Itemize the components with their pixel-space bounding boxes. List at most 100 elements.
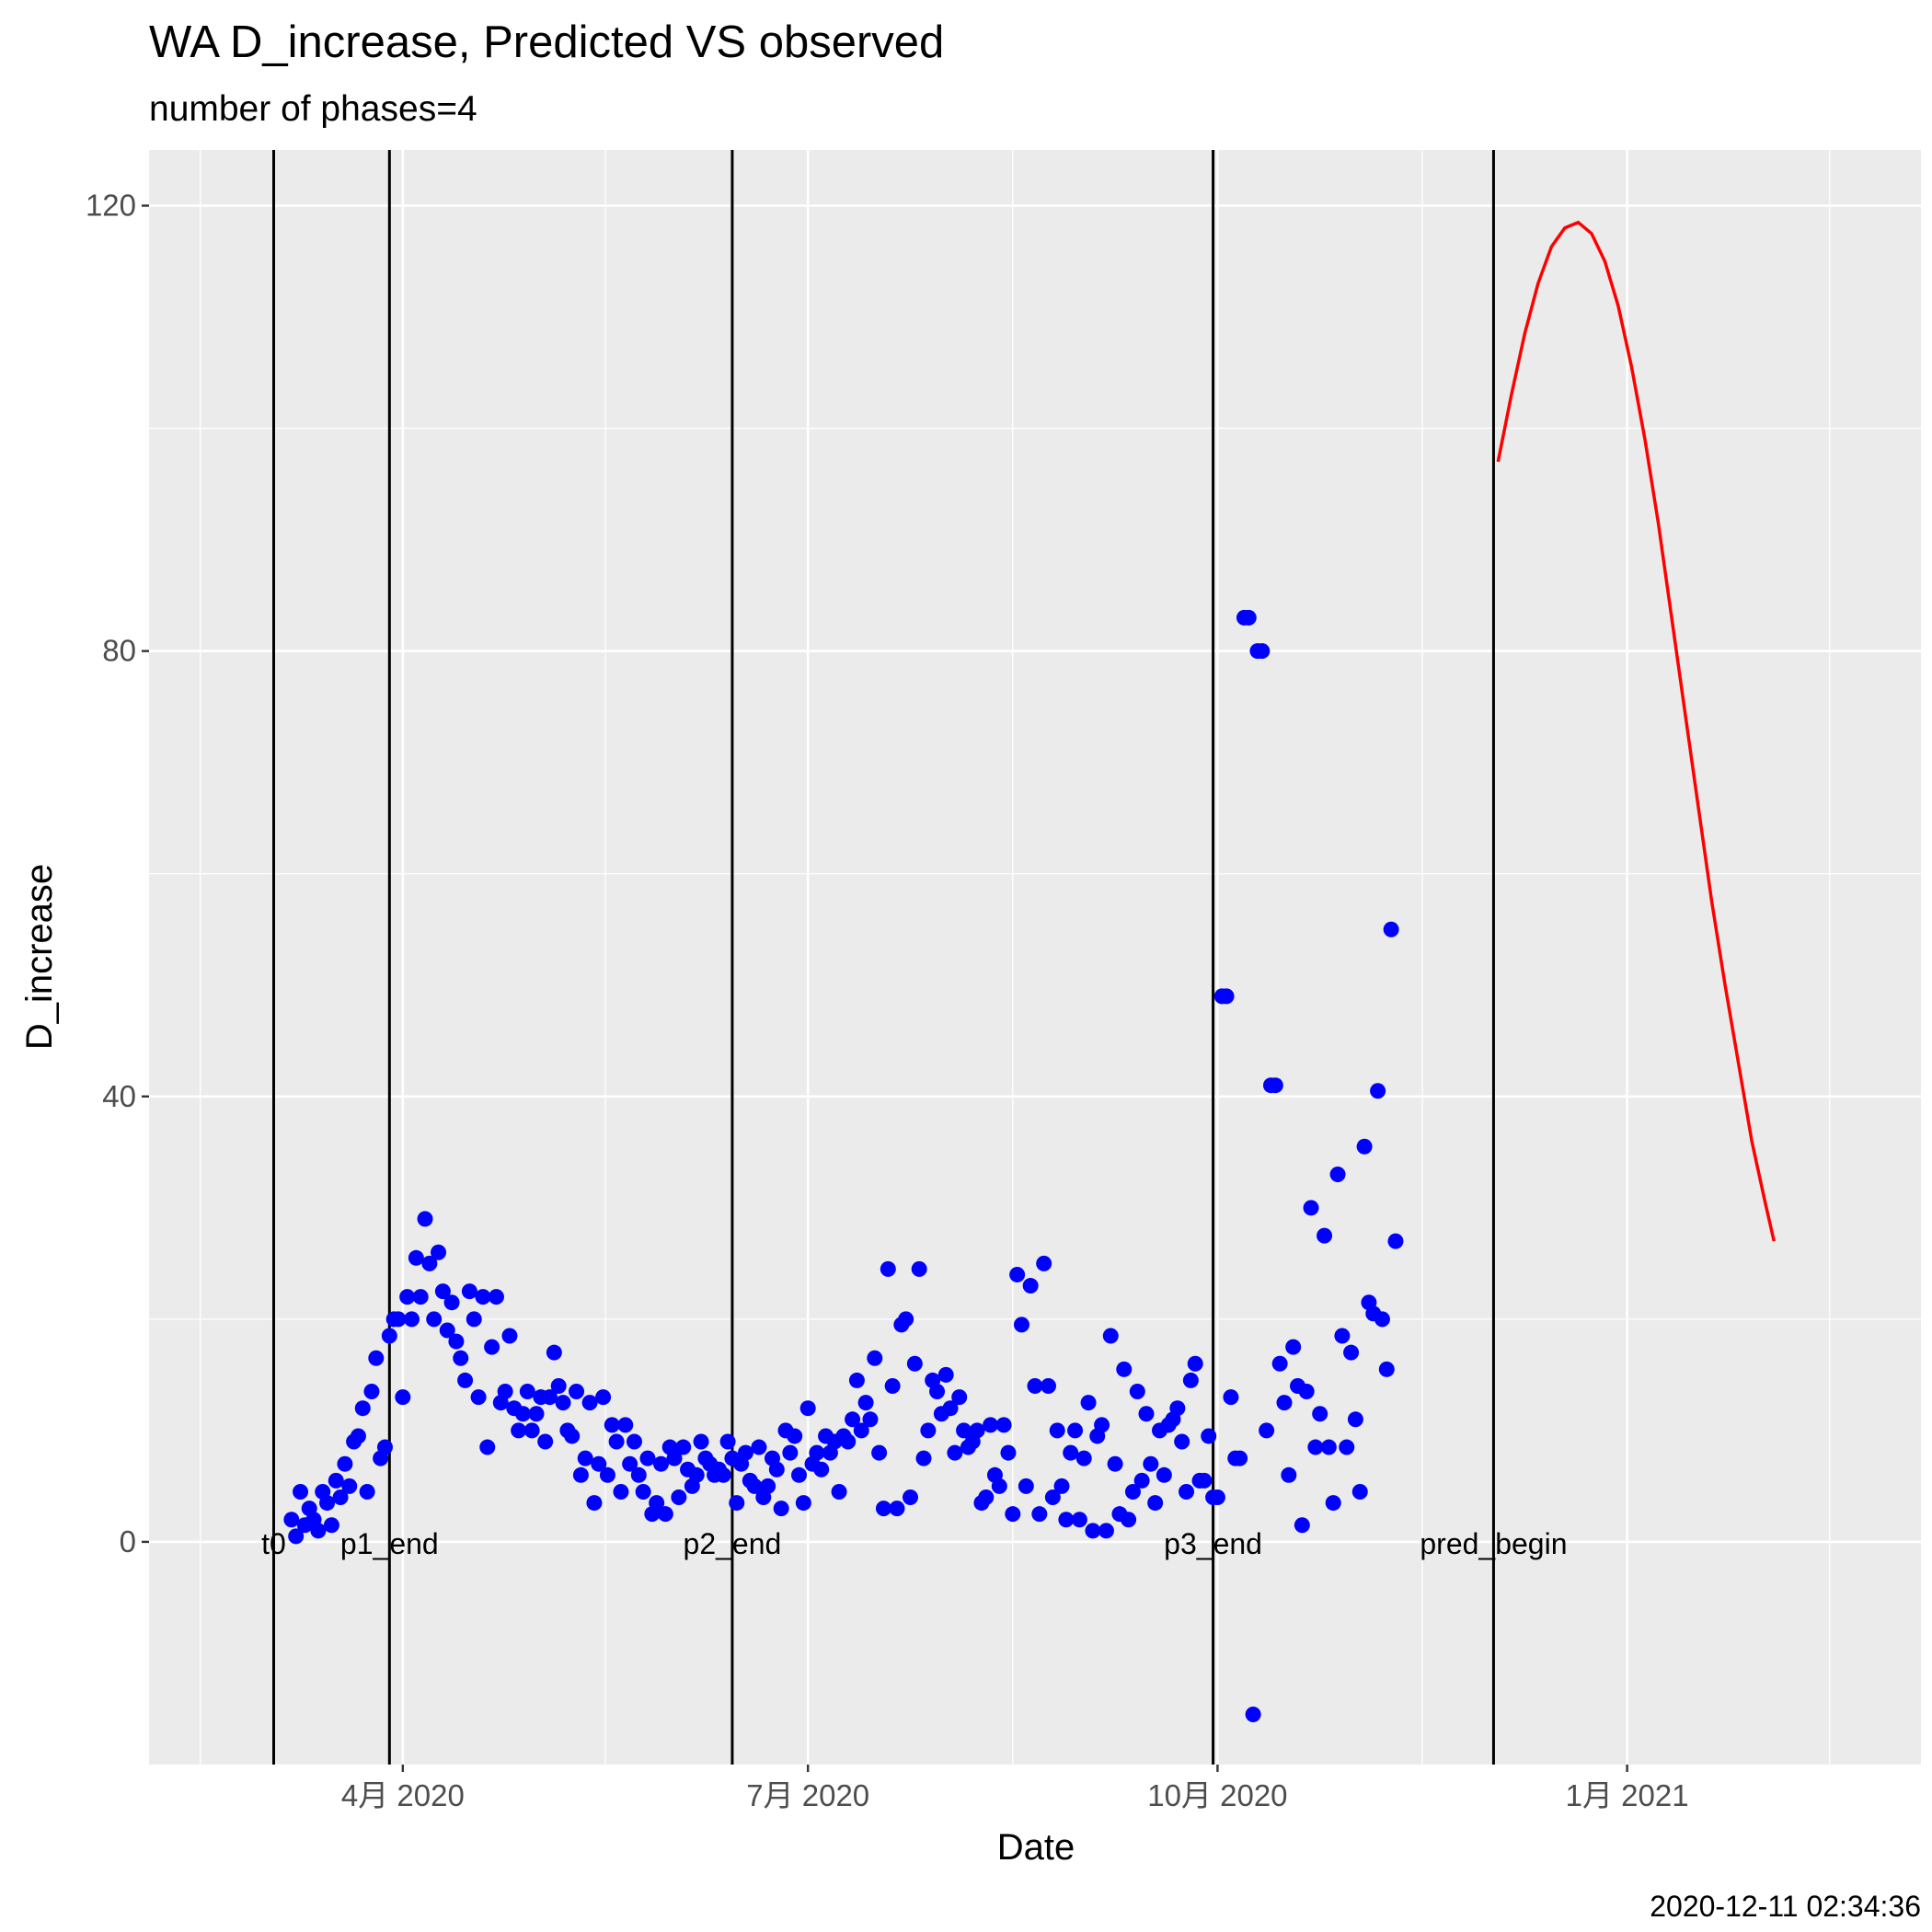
observed-point — [1143, 1455, 1159, 1472]
observed-point — [813, 1461, 830, 1478]
observed-point — [1044, 1489, 1061, 1506]
observed-point — [613, 1483, 629, 1500]
observed-point — [1298, 1384, 1315, 1400]
observed-point — [867, 1350, 883, 1366]
observed-point — [354, 1400, 371, 1417]
observed-point — [983, 1417, 999, 1433]
observed-point — [622, 1455, 638, 1472]
observed-point — [376, 1439, 393, 1455]
observed-point — [1174, 1433, 1190, 1450]
observed-point — [693, 1433, 709, 1450]
observed-point — [399, 1289, 416, 1305]
observed-point — [1085, 1523, 1101, 1539]
observed-point — [903, 1489, 919, 1506]
observed-point — [1022, 1278, 1039, 1294]
observed-point — [586, 1495, 603, 1512]
observed-point — [479, 1439, 496, 1455]
observed-point — [898, 1311, 914, 1328]
observed-point — [688, 1466, 705, 1483]
observed-point — [1187, 1355, 1203, 1372]
observed-point — [1116, 1361, 1133, 1377]
observed-point — [1049, 1422, 1065, 1439]
axes: 0 40 80 120 4月 2020 7月 2020 10月 2020 1月 2021 — [86, 189, 1689, 1812]
observed-point — [381, 1328, 397, 1344]
observed-point — [1129, 1384, 1145, 1400]
observed-point — [671, 1489, 687, 1506]
observed-point — [1075, 1450, 1092, 1466]
observed-point — [1133, 1472, 1150, 1489]
observed-point — [1317, 1227, 1333, 1244]
observed-point — [408, 1249, 424, 1266]
observed-point — [293, 1483, 309, 1500]
observed-point — [412, 1289, 429, 1305]
observed-point — [288, 1528, 305, 1545]
observed-point — [1307, 1439, 1324, 1455]
observed-point — [470, 1389, 487, 1406]
observed-point — [1223, 1389, 1239, 1406]
observed-point — [577, 1450, 593, 1466]
observed-point — [1240, 609, 1257, 626]
x-axis-title: Date — [997, 1827, 1075, 1868]
y-tick-label: 40 — [102, 1079, 136, 1113]
plot-panel — [149, 150, 1921, 1765]
observed-point — [795, 1495, 811, 1512]
observed-point — [719, 1433, 736, 1450]
observed-point — [1107, 1455, 1123, 1472]
observed-point — [453, 1350, 469, 1366]
observed-point — [1098, 1523, 1114, 1539]
observed-point — [937, 1366, 954, 1383]
observed-point — [604, 1417, 620, 1433]
x-tick-label: 4月 2020 — [341, 1778, 465, 1812]
observed-point — [1138, 1406, 1155, 1422]
observed-point — [448, 1333, 465, 1350]
observed-point — [572, 1466, 589, 1483]
observed-point — [546, 1344, 562, 1361]
observed-point — [1013, 1317, 1029, 1333]
observed-point — [630, 1466, 647, 1483]
observed-point — [1018, 1478, 1034, 1494]
observed-point — [862, 1411, 879, 1428]
phase-line-label: p2_end — [684, 1527, 782, 1560]
observed-point — [350, 1428, 366, 1444]
observed-point — [760, 1478, 776, 1494]
observed-point — [1245, 1707, 1261, 1723]
observed-point — [1196, 1472, 1213, 1489]
observed-point — [434, 1283, 451, 1300]
observed-point — [332, 1489, 349, 1506]
observed-point — [1351, 1483, 1368, 1500]
observed-point — [1124, 1483, 1141, 1500]
observed-point — [1036, 1255, 1052, 1271]
observed-point — [1334, 1328, 1351, 1344]
observed-point — [845, 1411, 861, 1428]
observed-point — [809, 1444, 825, 1461]
phase-line-label: t0 — [261, 1527, 286, 1560]
observed-point — [368, 1350, 385, 1366]
observed-point — [1294, 1517, 1310, 1534]
observed-point — [617, 1417, 634, 1433]
observed-point — [1094, 1417, 1110, 1433]
observed-point — [831, 1483, 847, 1500]
observed-point — [1156, 1466, 1172, 1483]
observed-point — [991, 1478, 1007, 1494]
observed-point — [929, 1384, 946, 1400]
observed-point — [1254, 643, 1271, 660]
observed-point — [501, 1328, 518, 1344]
observed-point — [1121, 1512, 1137, 1528]
observed-point — [799, 1400, 816, 1417]
observed-point — [791, 1466, 808, 1483]
observed-point — [666, 1450, 683, 1466]
observed-point — [773, 1501, 789, 1517]
observed-point — [519, 1384, 535, 1400]
observed-point — [523, 1422, 540, 1439]
observed-point — [323, 1517, 339, 1534]
observed-point — [889, 1501, 905, 1517]
observed-point — [737, 1444, 753, 1461]
observed-point — [283, 1512, 300, 1528]
observed-point — [1343, 1344, 1360, 1361]
observed-point — [488, 1289, 504, 1305]
observed-point — [1232, 1450, 1248, 1466]
observed-point — [1347, 1411, 1363, 1428]
predicted-line — [1496, 220, 1777, 1242]
observed-point — [599, 1466, 615, 1483]
